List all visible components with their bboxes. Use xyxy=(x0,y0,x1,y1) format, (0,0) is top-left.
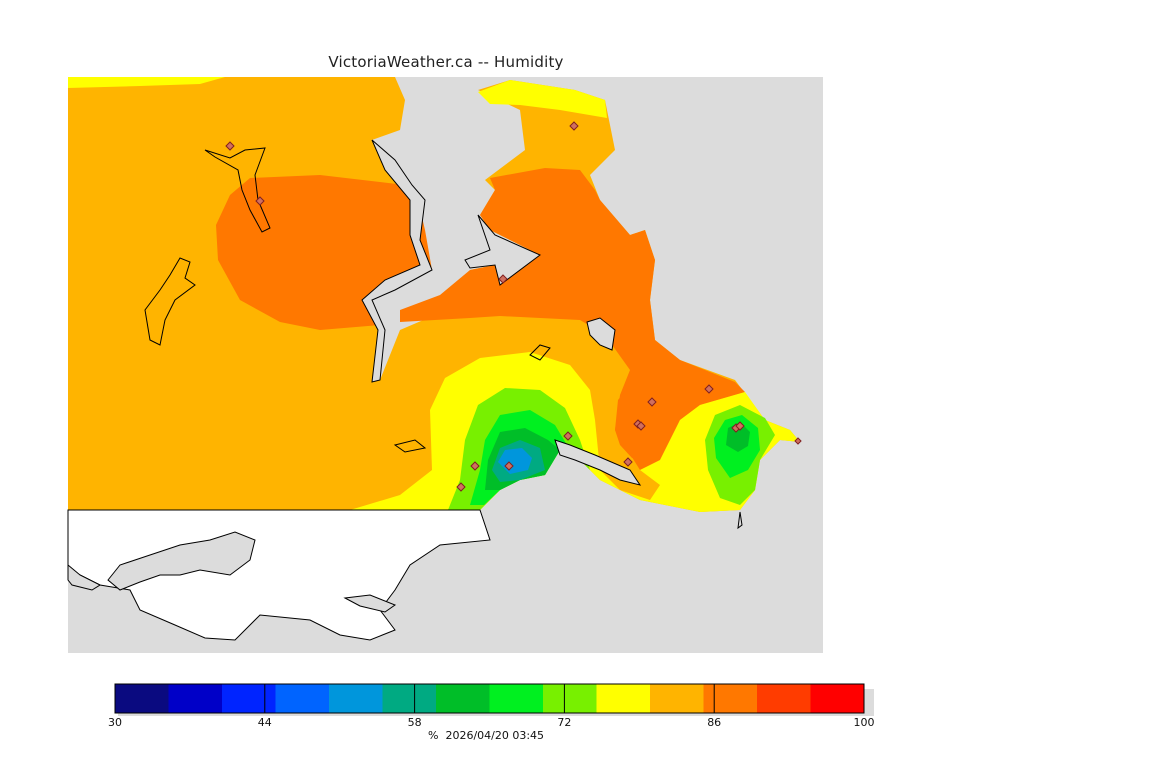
legend-band xyxy=(382,684,436,713)
station-marker xyxy=(647,397,657,407)
legend-tick-label: 72 xyxy=(557,716,572,729)
legend-tick-label: 44 xyxy=(257,716,272,729)
coast-features xyxy=(144,147,743,530)
legend-tick-label: 58 xyxy=(407,716,422,729)
legend-band xyxy=(596,684,650,713)
legend-band xyxy=(115,684,169,713)
legend-band xyxy=(703,684,757,713)
legend-band xyxy=(650,684,704,713)
water-inlets xyxy=(361,139,642,486)
station-marker xyxy=(735,421,745,431)
legend-tick-label: 86 xyxy=(707,716,722,729)
station-marker xyxy=(504,461,514,471)
legend-band xyxy=(436,684,490,713)
humidity-field xyxy=(68,77,800,512)
map-footer: % 2026/04/20 03:45 xyxy=(428,729,544,742)
legend-band xyxy=(329,684,383,713)
weather-stations xyxy=(225,121,802,492)
unit-label: % xyxy=(428,729,439,742)
legend-band xyxy=(168,684,222,713)
legend-band xyxy=(543,684,597,713)
legend-tick-label: 100 xyxy=(853,716,875,729)
legend-band xyxy=(275,684,329,713)
legend-band xyxy=(810,684,864,713)
station-marker xyxy=(623,457,633,467)
timestamp: 2026/04/20 03:45 xyxy=(445,729,545,742)
map-title: VictoriaWeather.ca -- Humidity xyxy=(328,53,564,71)
legend-band xyxy=(222,684,276,713)
station-marker xyxy=(636,421,646,431)
legend-band xyxy=(489,684,543,713)
station-marker xyxy=(704,384,714,394)
legend-tick-label: 30 xyxy=(108,716,122,729)
station-marker xyxy=(255,196,265,206)
station-marker xyxy=(563,431,573,441)
station-marker xyxy=(498,274,508,284)
olympic-peninsula xyxy=(67,509,491,641)
station-marker xyxy=(470,461,480,471)
station-marker xyxy=(794,437,802,445)
station-marker xyxy=(456,482,466,492)
legend-band xyxy=(757,684,811,713)
station-marker xyxy=(225,141,235,151)
station-marker xyxy=(569,121,579,131)
